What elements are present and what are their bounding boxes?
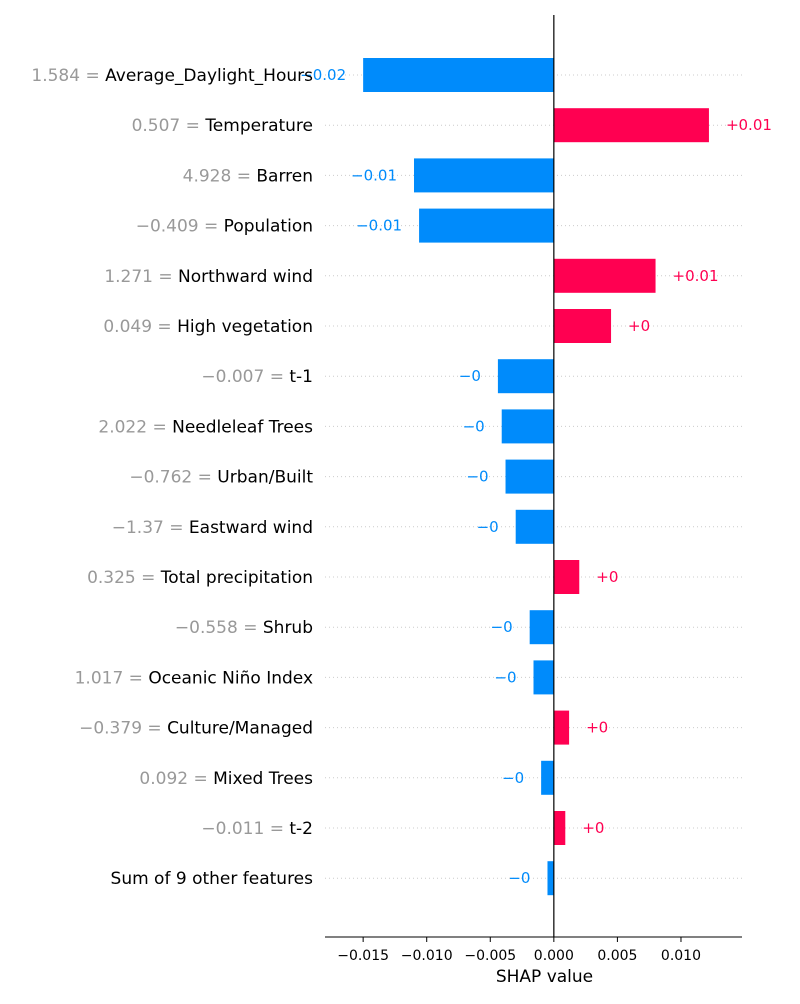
feature-label: 2.022 = Needleleaf Trees	[98, 417, 313, 437]
shap-bar	[547, 861, 554, 896]
feature-value: −0.379 =	[79, 719, 167, 739]
shap-bar	[533, 660, 554, 695]
feature-value: −0.011 =	[201, 819, 289, 839]
feature-value: 0.092 =	[139, 769, 213, 789]
x-tick-label: −0.010	[401, 948, 453, 964]
feature-label: −0.379 = Culture/Managed	[79, 719, 313, 739]
feature-name: Culture/Managed	[167, 719, 313, 739]
feature-label: 0.325 = Total precipitation	[87, 568, 313, 588]
feature-value: 0.049 =	[103, 317, 177, 337]
feature-label: 4.928 = Barren	[183, 166, 313, 186]
bar-value-label: +0.01	[726, 116, 772, 134]
feature-value: 1.271 =	[104, 267, 178, 287]
feature-name: Average_Daylight_Hours	[105, 66, 313, 86]
bar-value-label: −0	[466, 468, 488, 486]
x-tick-label: 0.005	[597, 948, 637, 964]
shap-bar	[553, 811, 566, 845]
x-tick-label: −0.015	[337, 948, 389, 964]
bar-value-label: +0.01	[673, 267, 719, 285]
feature-name: Eastward wind	[189, 518, 313, 538]
feature-label: 1.017 = Oceanic Niño Index	[75, 668, 313, 688]
feature-name: Needleleaf Trees	[172, 417, 313, 437]
bar-value-label: −0.01	[356, 217, 402, 235]
feature-label: −0.011 = t-2	[201, 819, 313, 839]
shap-bar	[553, 710, 570, 745]
feature-name: t-1	[289, 367, 313, 387]
feature-name: Temperature	[204, 116, 313, 136]
feature-label: 0.507 = Temperature	[132, 116, 313, 136]
bar-value-label: −0.01	[351, 166, 397, 184]
shap-bar	[515, 509, 554, 544]
feature-label: Sum of 9 other features	[111, 869, 314, 889]
shap-bar	[501, 409, 554, 444]
feature-label: −1.37 = Eastward wind	[112, 518, 313, 538]
shap-bar	[553, 560, 580, 594]
feature-name: Shrub	[263, 618, 313, 638]
shap-bar	[553, 258, 656, 293]
feature-label: 0.049 = High vegetation	[103, 317, 313, 337]
feature-name: Northward wind	[178, 267, 313, 287]
feature-name: Urban/Built	[217, 468, 313, 488]
shap-bar	[541, 760, 554, 795]
feature-name: Total precipitation	[160, 568, 313, 588]
bar-value-label: −0	[463, 417, 485, 435]
bar-value-label: −0	[459, 367, 481, 385]
shap-bar	[497, 359, 554, 394]
feature-value: 4.928 =	[183, 166, 257, 186]
feature-label: −0.409 = Population	[136, 217, 313, 237]
bar-value-label: +0	[628, 317, 650, 335]
feature-value: −0.007 =	[201, 367, 289, 387]
feature-name: Sum of 9 other features	[111, 869, 314, 889]
feature-label: 1.584 = Average_Daylight_Hours	[31, 66, 313, 86]
shap-bar	[419, 208, 554, 243]
bar-value-label: +0	[586, 719, 608, 737]
feature-name: Mixed Trees	[213, 769, 313, 789]
bar-value-label: −0	[491, 618, 513, 636]
bar-value-label: −0.02	[300, 66, 346, 84]
shap-bar	[529, 610, 554, 645]
bar-value-label: −0	[502, 769, 524, 787]
shap-bar	[363, 58, 554, 92]
shap-bar	[413, 158, 554, 193]
x-tick-label: 0.000	[534, 948, 574, 964]
x-tick-label: −0.005	[464, 948, 516, 964]
feature-label: −0.762 = Urban/Built	[129, 468, 313, 488]
feature-label: −0.558 = Shrub	[175, 618, 313, 638]
bar-value-label: +0	[596, 568, 618, 586]
feature-value: −1.37 =	[112, 518, 189, 538]
feature-name: Oceanic Niño Index	[148, 668, 313, 688]
shap-bar	[553, 309, 612, 343]
feature-name: High vegetation	[177, 317, 313, 337]
shap-bar	[553, 108, 709, 143]
feature-value: 1.017 =	[75, 668, 149, 688]
feature-value: −0.409 =	[136, 217, 224, 237]
feature-label: 0.092 = Mixed Trees	[139, 769, 313, 789]
feature-value: −0.558 =	[175, 618, 263, 638]
x-tick-label: 0.010	[661, 948, 701, 964]
shap-bar	[505, 459, 554, 494]
feature-name: t-2	[289, 819, 313, 839]
feature-name: Population	[224, 217, 313, 237]
feature-label: −0.007 = t-1	[201, 367, 313, 387]
feature-name: Barren	[256, 166, 313, 186]
feature-value: 0.325 =	[87, 568, 161, 588]
feature-value: 1.584 =	[31, 66, 105, 86]
bar-value-label: −0	[477, 518, 499, 536]
feature-value: −0.762 =	[129, 468, 217, 488]
bar-value-label: +0	[582, 819, 604, 837]
feature-value: 2.022 =	[98, 417, 172, 437]
bar-value-label: −0	[494, 668, 516, 686]
x-axis-label: SHAP value	[496, 967, 593, 987]
bar-value-label: −0	[508, 869, 530, 887]
feature-value: 0.507 =	[132, 116, 206, 136]
feature-label: 1.271 = Northward wind	[104, 267, 313, 287]
